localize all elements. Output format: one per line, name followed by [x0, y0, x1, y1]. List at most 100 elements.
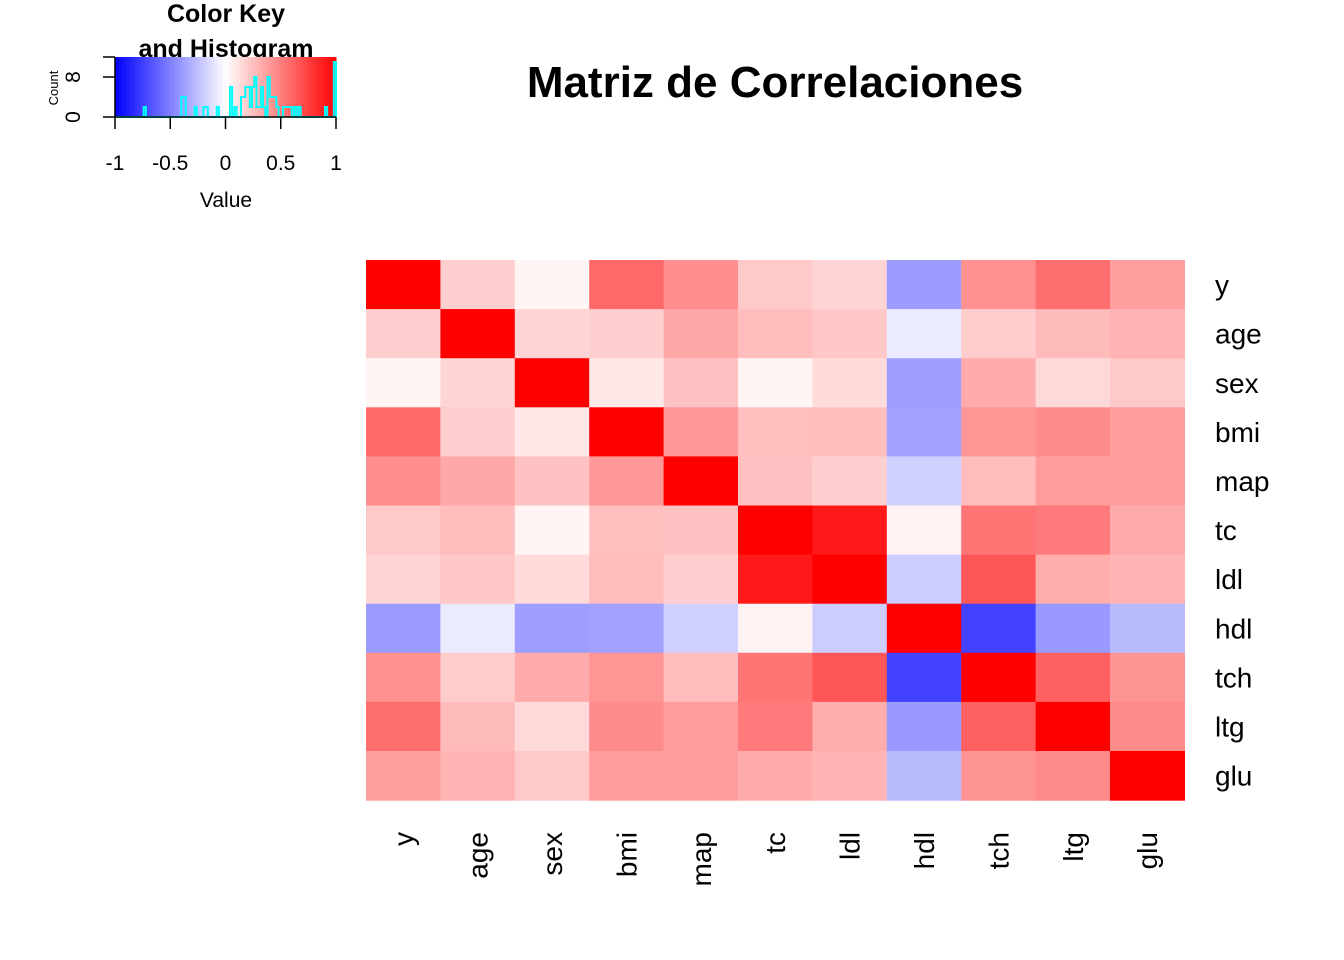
color-key-gradient-step — [288, 57, 293, 117]
color-key-gradient-step — [232, 57, 238, 117]
color-key-gradient-step — [321, 57, 326, 117]
heatmap-cell-hdl-bmi — [589, 603, 665, 654]
heatmap-cell-ldl-hdl — [886, 554, 962, 605]
col-label-ltg: ltg — [1058, 832, 1089, 862]
color-key-gradient-step — [137, 57, 142, 117]
heatmap-cell-map-ldl — [812, 456, 888, 507]
heatmap-cell-ldl-tc — [738, 554, 813, 605]
heatmap-cell-map-glu — [1110, 456, 1185, 507]
row-label-bmi: bmi — [1215, 417, 1260, 448]
color-key-gradient-step — [144, 57, 149, 117]
heatmap-cell-ldl-tch — [961, 554, 1037, 605]
heatmap-cell-y-hdl — [886, 260, 962, 310]
heatmap-cell-bmi-tch — [961, 407, 1037, 457]
heatmap-cell-tch-glu — [1110, 652, 1185, 703]
heatmap-cell-ldl-sex — [514, 554, 590, 605]
heatmap-cell-age-tc — [738, 309, 813, 359]
color-key-gradient-step — [162, 57, 168, 117]
color-key-gradient-step — [262, 57, 267, 117]
color-key-gradient-step — [324, 57, 330, 117]
col-label-ldl: ldl — [835, 832, 866, 860]
heatmap-cell-bmi-map — [663, 407, 739, 457]
heatmap-cell-glu-glu — [1110, 751, 1185, 801]
row-label-age: age — [1215, 319, 1262, 350]
heatmap-cell-y-tch — [961, 260, 1037, 310]
heatmap-cell-map-tch — [961, 456, 1037, 507]
heatmap-cell-tch-ldl — [812, 652, 888, 703]
heatmap-cell-ltg-map — [663, 701, 739, 752]
heatmap-cell-ldl-glu — [1110, 554, 1185, 605]
heatmap-cell-map-tc — [738, 456, 813, 507]
heatmap-cell-tch-y — [366, 652, 441, 703]
heatmap-cell-glu-age — [440, 751, 516, 801]
heatmap-cell-ltg-sex — [514, 701, 590, 752]
heatmap-cell-sex-bmi — [589, 358, 665, 408]
heatmap-cell-ldl-age — [440, 554, 516, 605]
color-key-gradient-step — [177, 57, 182, 117]
color-key-gradient-step — [148, 57, 153, 117]
heatmap-cell-y-sex — [514, 260, 590, 310]
col-label-map: map — [686, 832, 717, 886]
heatmap-cell-map-hdl — [886, 456, 962, 507]
heatmap-cell-hdl-sex — [514, 603, 590, 654]
heatmap-cell-y-ldl — [812, 260, 888, 310]
color-key-gradient-step — [203, 57, 208, 117]
heatmap-cell-ltg-y — [366, 701, 441, 752]
row-label-tch: tch — [1215, 662, 1252, 693]
heatmap-cell-bmi-sex — [514, 407, 590, 457]
color-key-gradient-step — [284, 57, 289, 117]
heatmap-cell-y-bmi — [589, 260, 665, 310]
row-label-sex: sex — [1215, 368, 1259, 399]
color-key-gradient-step — [273, 57, 278, 117]
heatmap-cell-sex-ltg — [1035, 358, 1111, 408]
color-key-xlabel: Value — [200, 189, 252, 212]
color-key-gradient-step — [184, 57, 190, 117]
heatmap-cell-glu-sex — [514, 751, 590, 801]
heatmap-cell-y-tc — [738, 260, 813, 310]
heatmap-cell-bmi-tc — [738, 407, 813, 457]
color-key-gradient-step — [328, 57, 333, 117]
color-key-gradient-step — [280, 57, 285, 117]
heatmap-cell-y-y — [366, 260, 441, 310]
heatmap-cell-hdl-map — [663, 603, 739, 654]
heatmap-cell-ltg-tc — [738, 701, 813, 752]
color-key-gradient-step — [118, 57, 123, 117]
row-label-map: map — [1215, 466, 1269, 497]
heatmap-cell-ldl-map — [663, 554, 739, 605]
row-label-ldl: ldl — [1215, 564, 1243, 595]
heatmap-row-labels: y age sex bmi map tc ldl hdl tch ltg glu — [1215, 270, 1269, 792]
color-key-gradient-step — [140, 57, 145, 117]
heatmap-cell-bmi-age — [440, 407, 516, 457]
color-key-gradient-step — [115, 57, 120, 117]
color-key-gradient-step — [126, 57, 131, 117]
color-key-gradient-step — [210, 57, 215, 117]
heatmap-cell-hdl-ltg — [1035, 603, 1111, 654]
col-label-sex: sex — [537, 832, 568, 876]
col-label-tch: tch — [983, 832, 1014, 869]
heatmap-cell-tch-ltg — [1035, 652, 1111, 703]
heatmap-cell-map-age — [440, 456, 516, 507]
color-key-title-line1: Color Key — [167, 0, 285, 28]
col-label-age: age — [463, 832, 494, 879]
color-key-gradient-step — [196, 57, 201, 117]
color-key-gradient-step — [155, 57, 160, 117]
color-key-gradient-step — [170, 57, 175, 117]
color-key-gradient-step — [317, 57, 322, 117]
color-key: Color Key and Histogram -1 -0.5 0 0.5 108 Va… — [46, 0, 342, 212]
color-key-x-tick-label: 1 — [330, 152, 342, 175]
heatmap-cell-glu-map — [663, 751, 739, 801]
heatmap-cell-sex-map — [663, 358, 739, 408]
heatmap-cell-bmi-ltg — [1035, 407, 1111, 457]
heatmap-cell-age-ltg — [1035, 309, 1111, 359]
color-key-gradient-step — [306, 57, 311, 117]
heatmap-cell-map-sex — [514, 456, 590, 507]
heatmap-cell-hdl-tch — [961, 603, 1037, 654]
color-key-ylabel: Count — [46, 70, 61, 105]
heatmap-cell-ltg-age — [440, 701, 516, 752]
color-key-gradient-step — [221, 57, 226, 117]
color-key-gradient-step — [199, 57, 204, 117]
heatmap-cell-map-y — [366, 456, 441, 507]
color-key-gradient-step — [192, 57, 197, 117]
color-key-gradient-step — [159, 57, 164, 117]
heatmap-cell-glu-y — [366, 751, 441, 801]
